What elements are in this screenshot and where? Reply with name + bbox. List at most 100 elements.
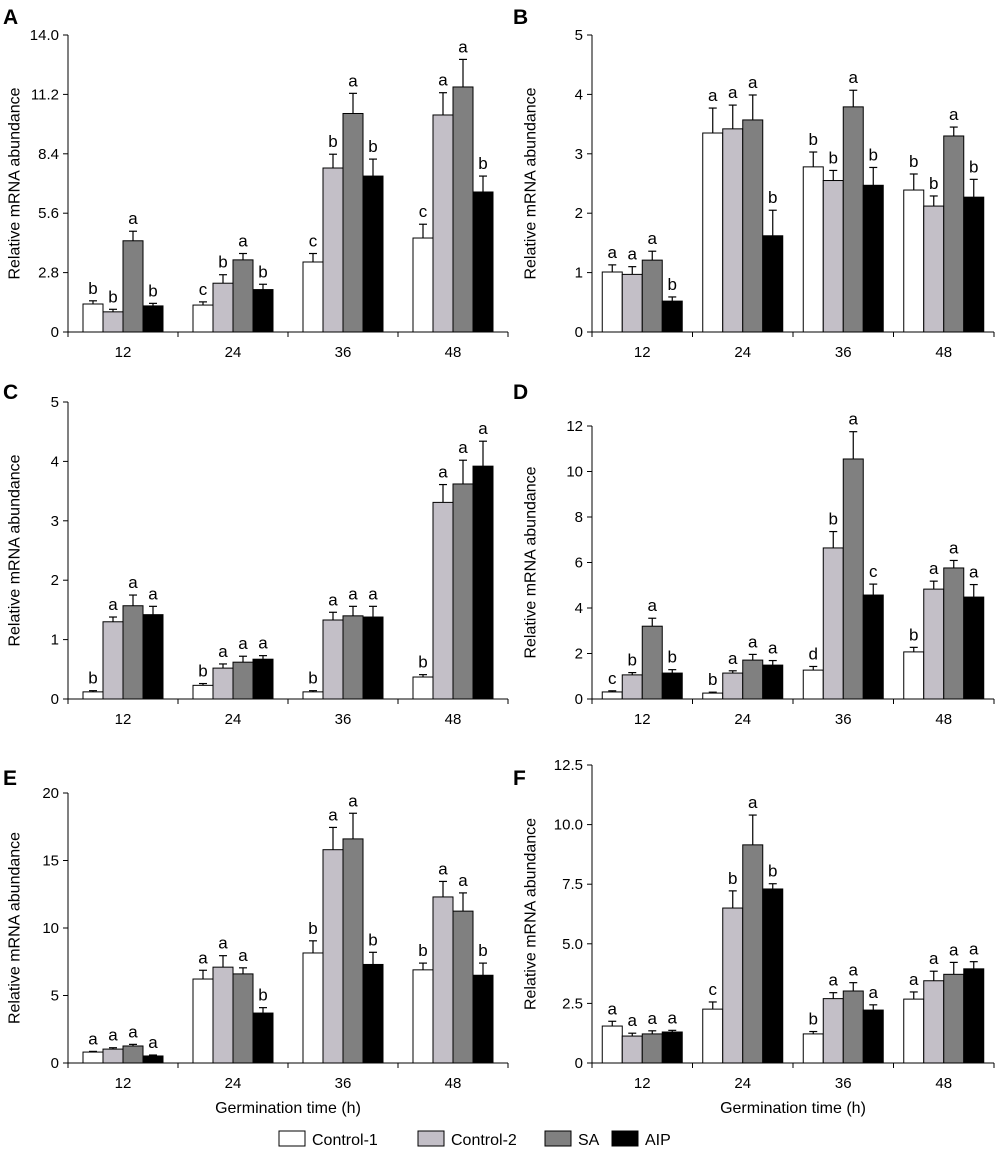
bar bbox=[472, 465, 494, 700]
significance-letter: a bbox=[438, 463, 448, 482]
bar bbox=[362, 616, 384, 700]
x-tick-label: 24 bbox=[225, 711, 242, 728]
y-tick-label: 8.4 bbox=[38, 146, 59, 163]
y-tick-label: 1 bbox=[51, 632, 59, 649]
significance-letter: b bbox=[148, 281, 157, 300]
significance-letter: b bbox=[308, 669, 317, 688]
significance-letter: a bbox=[608, 999, 618, 1018]
bar bbox=[122, 240, 144, 333]
significance-letter: a bbox=[969, 940, 979, 959]
bar bbox=[661, 672, 683, 700]
significance-letter: b bbox=[108, 287, 117, 306]
significance-letter: b bbox=[869, 145, 878, 164]
bar bbox=[802, 1033, 824, 1064]
significance-letter: b bbox=[969, 157, 978, 176]
significance-letter: b bbox=[418, 941, 427, 960]
bar bbox=[762, 888, 784, 1064]
bar bbox=[342, 838, 364, 1064]
bar bbox=[742, 659, 764, 700]
significance-letter: a bbox=[238, 232, 248, 251]
bar bbox=[252, 1012, 274, 1064]
bar bbox=[452, 86, 474, 333]
bar bbox=[702, 1008, 724, 1064]
significance-letter: b bbox=[308, 919, 317, 938]
x-tick-label: 48 bbox=[445, 711, 462, 728]
significance-letter: a bbox=[949, 940, 959, 959]
bar bbox=[903, 189, 925, 333]
significance-letter: b bbox=[628, 651, 637, 670]
y-tick-label: 8 bbox=[575, 509, 583, 526]
bar bbox=[322, 167, 344, 333]
y-tick-label: 6 bbox=[575, 555, 583, 572]
significance-letter: a bbox=[108, 1026, 118, 1045]
y-axis-title: Relative mRNA abundance bbox=[523, 466, 540, 658]
significance-letter: a bbox=[438, 859, 448, 878]
y-tick-label: 10 bbox=[42, 920, 59, 937]
x-tick-label: 36 bbox=[335, 1075, 352, 1092]
bar bbox=[102, 1048, 124, 1064]
y-tick-label: 20 bbox=[42, 785, 59, 802]
x-tick-label: 24 bbox=[225, 1075, 242, 1092]
bar bbox=[641, 259, 663, 333]
bar bbox=[621, 1035, 643, 1064]
y-tick-label: 5.0 bbox=[562, 936, 583, 953]
bar bbox=[621, 273, 643, 333]
y-tick-label: 0 bbox=[575, 691, 583, 708]
panel-label: C bbox=[3, 381, 18, 404]
bar bbox=[212, 282, 234, 333]
significance-letter: c bbox=[869, 562, 878, 581]
bar bbox=[302, 691, 324, 700]
bar bbox=[963, 596, 985, 700]
significance-letter: b bbox=[258, 262, 267, 281]
bar bbox=[762, 664, 784, 700]
significance-letter: b bbox=[418, 653, 427, 672]
significance-letter: a bbox=[869, 983, 879, 1002]
x-tick-label: 36 bbox=[835, 1075, 852, 1092]
bar bbox=[232, 259, 254, 333]
bar bbox=[661, 300, 683, 333]
bar bbox=[412, 676, 434, 700]
bar bbox=[472, 191, 494, 333]
significance-letter: b bbox=[478, 154, 487, 173]
significance-letter: a bbox=[108, 595, 118, 614]
y-axis-title: Relative mRNA abundance bbox=[523, 818, 540, 1010]
y-tick-label: 15 bbox=[42, 853, 59, 870]
bar bbox=[142, 614, 164, 700]
y-tick-label: 0 bbox=[51, 324, 59, 341]
bar bbox=[963, 968, 985, 1064]
y-tick-label: 4 bbox=[575, 600, 583, 617]
significance-letter: a bbox=[128, 573, 138, 592]
significance-letter: a bbox=[88, 1029, 98, 1048]
legend-label: SA bbox=[578, 1132, 600, 1149]
panel-label: F bbox=[513, 767, 526, 790]
significance-letter: a bbox=[328, 805, 338, 824]
bar bbox=[192, 978, 214, 1064]
significance-letter: a bbox=[238, 634, 248, 653]
y-tick-label: 2 bbox=[51, 572, 59, 589]
significance-letter: a bbox=[829, 971, 839, 990]
bar bbox=[862, 1009, 884, 1064]
bar bbox=[302, 261, 324, 333]
significance-letter: a bbox=[238, 946, 248, 965]
significance-letter: a bbox=[929, 559, 939, 578]
significance-letter: a bbox=[348, 584, 358, 603]
legend-swatch bbox=[417, 1130, 445, 1147]
significance-letter: a bbox=[849, 68, 859, 87]
y-axis-title: Relative mRNA abundance bbox=[7, 832, 24, 1024]
y-tick-label: 3 bbox=[51, 513, 59, 530]
significance-letter: b bbox=[368, 137, 377, 156]
legend-label: Control-1 bbox=[312, 1132, 378, 1149]
significance-letter: b bbox=[829, 148, 838, 167]
significance-letter: b bbox=[88, 669, 97, 688]
significance-letter: a bbox=[728, 649, 738, 668]
bar bbox=[702, 132, 724, 333]
y-tick-label: 2.5 bbox=[562, 995, 583, 1012]
bar bbox=[742, 844, 764, 1064]
y-tick-label: 11.2 bbox=[31, 86, 59, 103]
bar bbox=[842, 458, 864, 700]
significance-letter: a bbox=[929, 949, 939, 968]
y-tick-label: 10 bbox=[566, 464, 583, 481]
x-tick-label: 24 bbox=[734, 344, 751, 361]
